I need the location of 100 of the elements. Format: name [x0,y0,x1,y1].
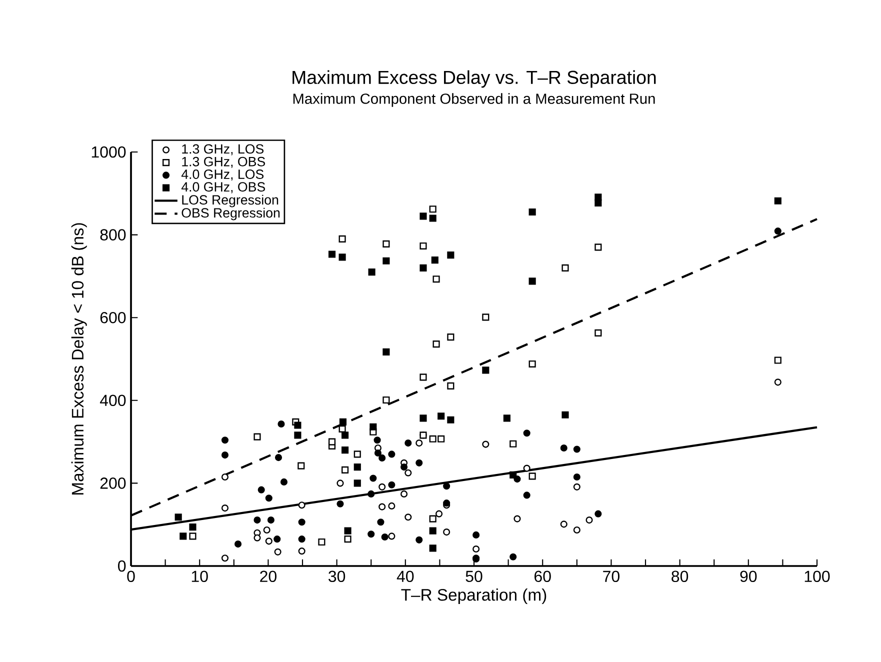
point [528,472,536,480]
point [404,514,412,521]
legend-label: LOS Regression [182,194,278,208]
point [447,416,454,424]
point [560,444,568,452]
point [586,516,593,524]
point [294,432,302,439]
point [328,250,336,258]
point [560,520,568,528]
point [298,536,306,543]
x-tick-label: 100 [804,570,830,582]
point [254,516,261,524]
point [447,252,454,259]
point [377,518,384,526]
point [774,378,782,386]
point [447,382,454,390]
point [510,553,517,560]
point [298,462,305,470]
point [594,510,602,518]
point [258,486,265,494]
point [294,422,302,429]
point [420,374,427,381]
point [368,530,375,538]
point [562,411,569,418]
y-tick-label: 1000 [92,146,126,158]
y-tick-label: 200 [100,478,126,489]
x-tick-label: 60 [534,570,551,582]
point [265,538,272,545]
point [189,532,196,540]
point [503,414,510,422]
point [404,469,412,476]
point [514,515,521,522]
chart-title: Maximum Excess Delay vs. T–R Separation [292,70,656,88]
point [523,430,530,437]
point [416,536,423,544]
point [523,464,530,472]
point [274,454,282,462]
point [336,480,344,487]
point [472,531,480,538]
y-tick-label: 0 [118,560,126,572]
point [573,473,580,481]
point [298,518,306,526]
point [510,471,517,478]
x-tick-label: 40 [396,570,414,582]
point [528,208,536,216]
point [573,446,580,453]
x-tick-label: 70 [603,570,620,582]
point [354,450,361,458]
x-axis-title: T–R Separation (m) [401,588,546,604]
x-tick-label: 30 [328,570,346,582]
point [318,538,326,546]
y-tick-label: 400 [100,394,126,406]
point [447,334,454,341]
point [420,212,427,220]
legend-label: 4.0 GHz, OBS [181,182,265,194]
point [429,544,436,552]
point [594,329,602,336]
x-tick-label: 50 [466,570,482,582]
point [438,435,445,442]
point [278,420,285,428]
point [443,528,450,536]
point [274,548,282,556]
point [265,494,272,502]
point [354,464,361,471]
point [370,423,377,430]
point [404,440,412,447]
point [438,412,445,420]
point [400,490,408,498]
legend-label: 1.3 GHz, OBS [182,156,265,168]
point [338,425,346,432]
point [254,534,261,542]
point [420,264,427,272]
point [482,366,490,374]
point [400,464,408,471]
point [429,206,436,213]
point [221,473,229,481]
point [338,254,346,261]
point [416,440,423,447]
point [774,228,782,235]
point [431,256,438,264]
point [370,474,377,482]
point [482,440,490,448]
point [368,268,376,276]
point [388,481,396,488]
point [344,527,352,534]
legend-label: OBS Regression [182,208,280,220]
point [189,524,196,531]
point [429,515,436,522]
point [573,526,580,534]
chart-subtitle: Maximum Component Observed in a Measurement Run [293,93,655,107]
point [180,532,187,540]
point [267,516,274,524]
point [221,436,229,444]
point [528,278,536,285]
point [573,483,580,490]
point [338,235,346,242]
point [472,545,480,553]
point [774,197,782,204]
point [339,418,347,426]
point [368,490,375,498]
